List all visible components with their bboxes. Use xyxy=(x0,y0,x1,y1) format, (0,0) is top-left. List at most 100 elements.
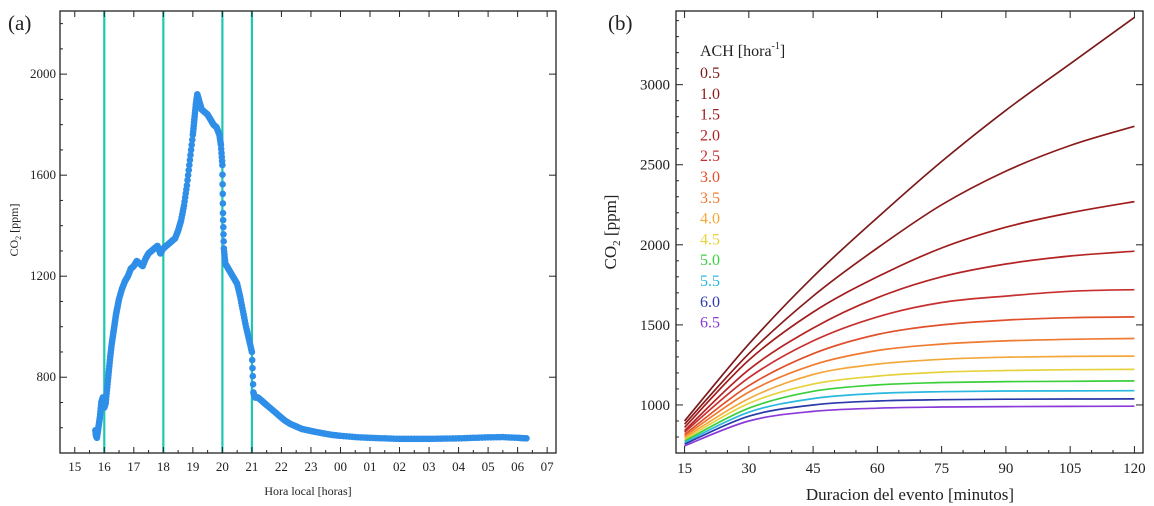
data-point xyxy=(219,216,227,224)
panel-b-x-ticks: 15 30 45 60 75 90 105 120 xyxy=(677,11,1146,477)
panel-a-x-ticks: 15 16 17 18 19 20 21 22 23 00 01 02 03 04 05 06 07 xyxy=(68,11,554,474)
x-tick-label: 105 xyxy=(1059,461,1082,477)
legend-item-ach-6.0: 6.0 xyxy=(700,294,720,311)
panel-b-legend: 0.5 1.0 1.5 2.0 2.5 3.0 3.5 4.0 4.5 5.0 5.5 6.0 6.5 xyxy=(700,65,720,332)
y-tick-label: 800 xyxy=(37,369,57,384)
panel-a: (a) 15 16 17 18 19 20 21 22 23 00 01 02 03 04 05 06 07 8… xyxy=(7,10,557,498)
data-point xyxy=(220,230,227,238)
data-point xyxy=(184,176,191,184)
legend-title-superscript: -1 xyxy=(772,41,780,52)
x-tick-label: 120 xyxy=(1123,461,1146,477)
y-tick-label: 1000 xyxy=(640,398,670,414)
data-point xyxy=(187,151,194,159)
data-point xyxy=(186,156,194,164)
x-tick-label: 20 xyxy=(216,459,229,474)
panel-a-x-axis-label: Hora local [horas] xyxy=(264,484,351,498)
panel-a-plot-frame xyxy=(59,10,557,454)
legend-item-ach-5.0: 5.0 xyxy=(700,252,720,269)
x-tick-label: 17 xyxy=(127,459,141,474)
legend-item-ach-1.0: 1.0 xyxy=(700,86,720,103)
x-tick-label: 00 xyxy=(334,459,347,474)
data-point xyxy=(219,171,226,178)
data-point xyxy=(184,171,192,179)
panel-a-y-ticks: 800 1200 1600 2000 xyxy=(30,23,556,429)
x-tick-label: 07 xyxy=(541,459,555,474)
series-line-ach-0.5 xyxy=(683,16,1135,422)
x-tick-label: 06 xyxy=(511,459,525,474)
x-tick-label: 15 xyxy=(68,459,81,474)
legend-title: ACH [hora-1] xyxy=(700,41,785,60)
series-line-ach-3.5 xyxy=(684,337,1135,437)
series-line-ach-4.0 xyxy=(684,355,1135,439)
data-point xyxy=(248,348,256,356)
panel-b-plot-frame xyxy=(675,10,1144,454)
legend-title-main: ACH [hora xyxy=(700,43,772,60)
x-tick-label: 60 xyxy=(870,461,885,477)
series-line-ach-2.5 xyxy=(684,288,1135,433)
series-line-ach-6.5 xyxy=(684,405,1135,447)
data-point xyxy=(249,372,257,380)
x-tick-label: 21 xyxy=(245,459,258,474)
x-tick-label: 05 xyxy=(482,459,495,474)
legend-item-ach-5.5: 5.5 xyxy=(700,273,720,290)
legend-title-end: ] xyxy=(780,43,785,60)
series-line-ach-5.5 xyxy=(684,389,1135,444)
data-point xyxy=(219,209,227,217)
panel-a-y-axis-label-sub: 2 xyxy=(14,236,23,240)
x-tick-label: 75 xyxy=(934,461,949,477)
panel-b: (b) 15 30 45 60 75 90 105 120 1000 1500 2000 2500 3… xyxy=(601,10,1146,504)
legend-item-ach-3.5: 3.5 xyxy=(700,190,720,207)
y-tick-label: 1500 xyxy=(640,318,670,334)
x-tick-label: 19 xyxy=(186,459,199,474)
y-tick-label: 3000 xyxy=(640,78,670,94)
x-tick-label: 02 xyxy=(393,459,406,474)
x-tick-label: 01 xyxy=(364,459,377,474)
y-tick-label: 1200 xyxy=(30,268,56,283)
x-tick-label: 15 xyxy=(677,461,692,477)
data-point xyxy=(220,238,227,245)
x-tick-label: 03 xyxy=(423,459,436,474)
data-point xyxy=(219,190,227,198)
y-tick-label: 2500 xyxy=(640,158,670,174)
series-line-ach-2.0 xyxy=(684,250,1135,432)
x-tick-label: 18 xyxy=(157,459,170,474)
legend-item-ach-3.0: 3.0 xyxy=(700,169,720,186)
legend-item-ach-4.0: 4.0 xyxy=(700,211,720,228)
data-point xyxy=(186,161,193,169)
data-point xyxy=(188,141,195,149)
x-tick-label: 23 xyxy=(304,459,317,474)
panel-a-y-axis-label: CO2 [ppm] xyxy=(7,203,23,256)
data-point xyxy=(219,180,226,188)
data-point xyxy=(185,166,193,174)
legend-item-ach-4.5: 4.5 xyxy=(700,231,720,248)
series-line-ach-3.0 xyxy=(684,316,1135,436)
series-line-ach-1.5 xyxy=(683,200,1135,428)
series-line-ach-6.0 xyxy=(684,398,1135,445)
panel-a-y-axis-label-main: CO xyxy=(7,239,21,256)
x-tick-label: 04 xyxy=(452,459,466,474)
x-tick-label: 30 xyxy=(741,461,756,477)
panel-b-x-axis-label: Duracion del evento [minutos] xyxy=(806,485,1014,504)
series-line-ach-1.0 xyxy=(683,125,1135,425)
series-line-ach-4.5 xyxy=(684,368,1135,441)
panel-b-series-lines xyxy=(683,16,1135,447)
data-point xyxy=(219,161,226,169)
x-tick-label: 90 xyxy=(998,461,1013,477)
panel-a-letter: (a) xyxy=(8,11,31,35)
y-tick-label: 2000 xyxy=(30,66,56,81)
data-point xyxy=(188,136,196,144)
panel-b-y-axis-label: CO2 [ppm] xyxy=(601,195,623,270)
panel-b-y-axis-label-main: CO xyxy=(601,246,620,270)
legend-item-ach-0.5: 0.5 xyxy=(700,65,720,82)
panel-b-y-axis-label-sub: 2 xyxy=(611,240,623,246)
panel-a-y-axis-label-unit: [ppm] xyxy=(7,203,21,235)
legend-item-ach-2.0: 2.0 xyxy=(700,127,720,144)
data-point xyxy=(523,435,530,442)
series-line-ach-5.0 xyxy=(684,380,1135,442)
data-point xyxy=(248,356,256,364)
data-point xyxy=(219,200,227,207)
y-tick-label: 1600 xyxy=(30,167,56,182)
panel-b-y-axis-label-unit: [ppm] xyxy=(601,195,620,241)
legend-item-ach-2.5: 2.5 xyxy=(700,148,720,165)
